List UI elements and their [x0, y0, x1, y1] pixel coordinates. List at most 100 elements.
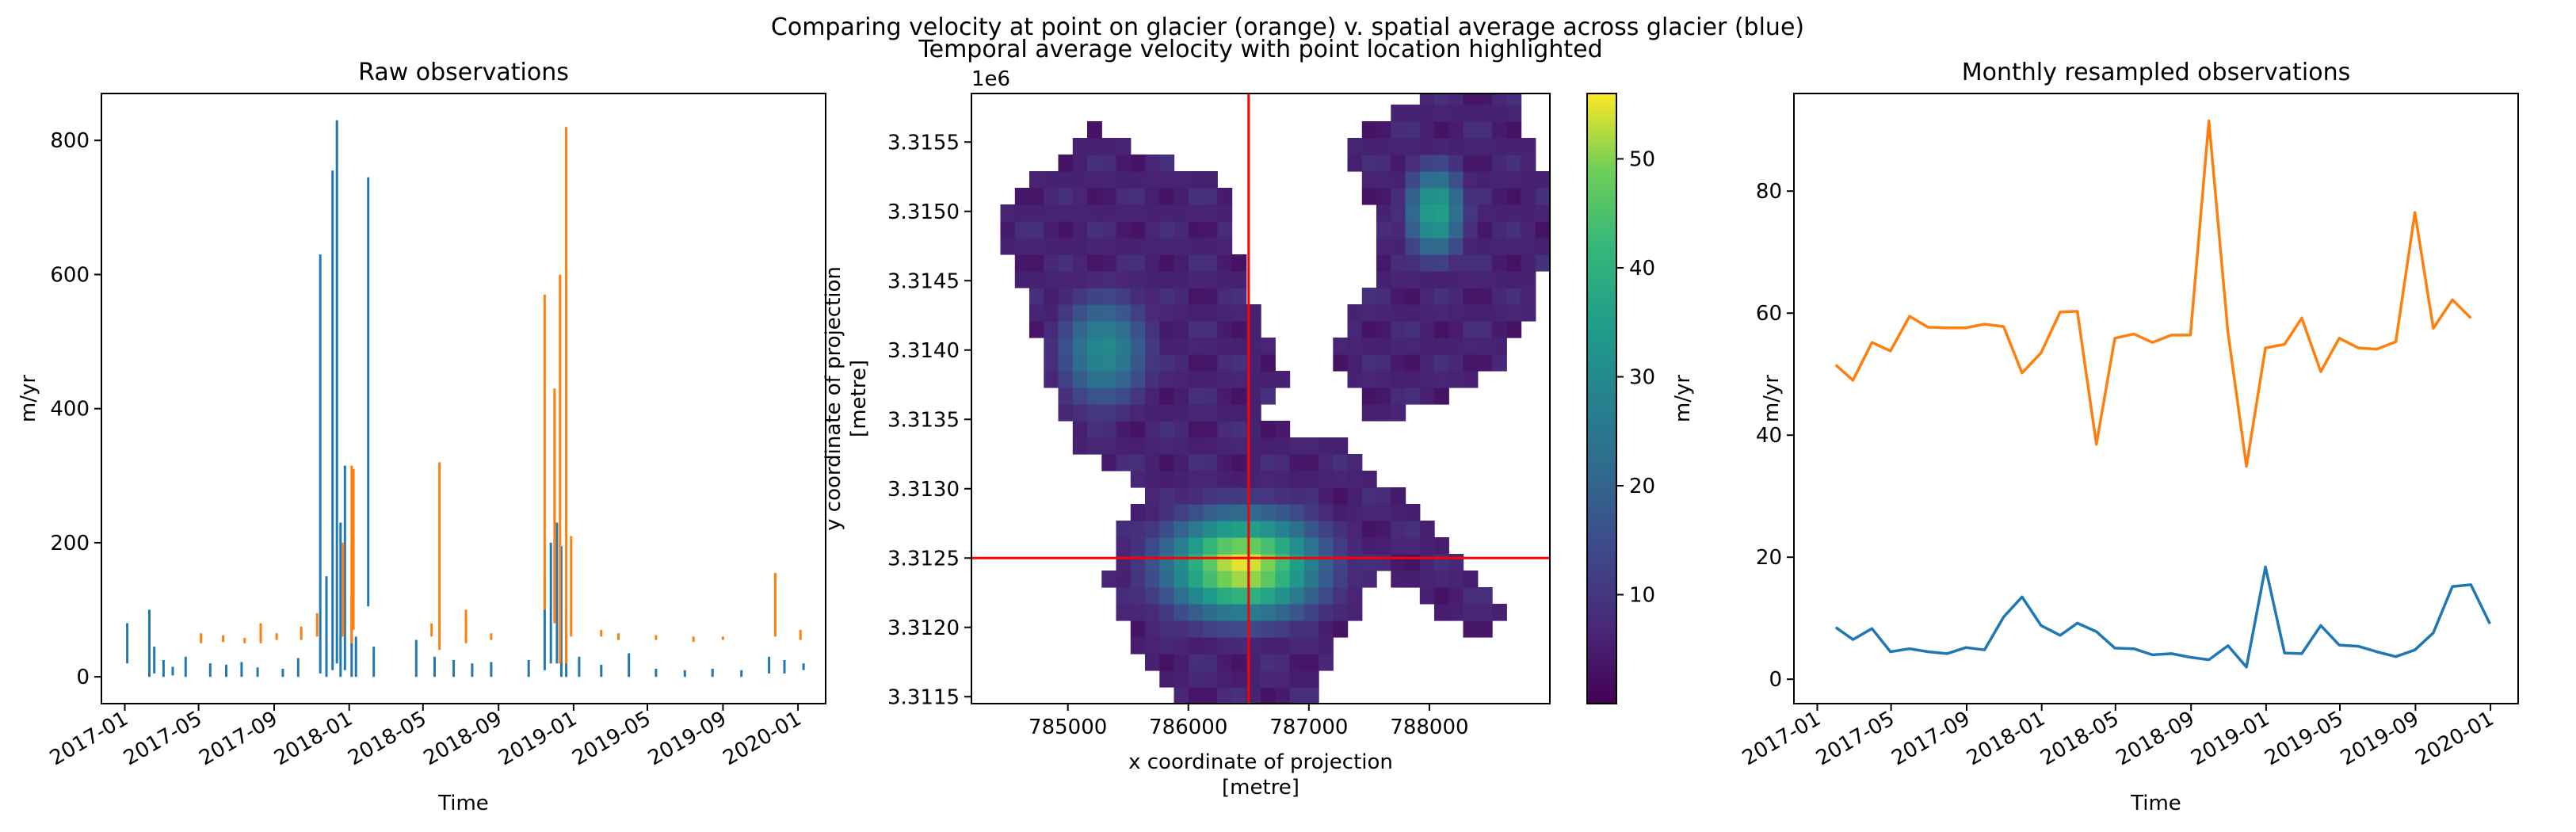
heatmap-cell [1203, 604, 1218, 621]
heatmap-cell [1391, 288, 1406, 305]
heatmap-cell [1130, 321, 1146, 338]
heatmap-cell [1174, 454, 1189, 471]
map-y-tick-label: 3.3120 [887, 616, 960, 640]
heatmap-cell [1448, 94, 1464, 105]
heatmap-cell [1087, 121, 1102, 139]
heatmap-cell [1246, 687, 1261, 704]
heatmap-cell [1261, 687, 1276, 704]
raw-x-tick-label: 2017-05 [120, 707, 206, 770]
heatmap-cell [1463, 304, 1479, 322]
heatmap-cell [1231, 471, 1247, 488]
heatmap-cell [1434, 338, 1449, 355]
heatmap-cell [1174, 204, 1189, 222]
heatmap-cell [1058, 221, 1074, 239]
heatmap-cell [1419, 188, 1435, 205]
heatmap-cell [1072, 288, 1088, 305]
raw-x-axis-ticks: 2017-012017-052017-092018-012018-052018-… [46, 704, 806, 770]
heatmap-cell [1333, 537, 1349, 555]
heatmap-cell [1145, 321, 1160, 338]
heatmap-cell [1174, 637, 1189, 655]
heatmap-cell [1217, 487, 1233, 505]
heatmap-cell [1261, 471, 1276, 488]
heatmap-cell [1463, 587, 1479, 605]
heatmap-cell [1376, 238, 1391, 255]
heatmap-cell [1448, 271, 1464, 288]
heatmap-cell [1044, 204, 1059, 222]
heatmap-cell [1405, 371, 1421, 388]
heatmap-cell [1159, 204, 1175, 222]
heatmap-cell [1275, 537, 1291, 555]
heatmap-cell [1203, 654, 1218, 671]
heatmap-cell [1391, 138, 1406, 155]
heatmap-cell [1261, 421, 1276, 438]
heatmap-cell [1231, 338, 1247, 355]
heatmap-cell [1261, 371, 1276, 388]
heatmap-cell [1072, 404, 1088, 422]
heatmap-cell [1246, 537, 1261, 555]
heatmap-cell [1448, 238, 1464, 255]
heatmap-cell [1087, 221, 1102, 239]
heatmap-cell [1231, 587, 1247, 605]
heatmap-cell [1477, 271, 1493, 288]
heatmap-cell [1347, 571, 1363, 588]
heatmap-cell [1231, 371, 1247, 388]
heatmap-cell [1361, 304, 1377, 322]
heatmap-cell [1116, 554, 1132, 571]
heatmap-cell [1463, 321, 1479, 338]
heatmap-cell [1145, 587, 1160, 605]
heatmap-cell [1188, 604, 1204, 621]
heatmap-cell [1391, 204, 1406, 222]
heatmap-cell [1347, 321, 1363, 338]
heatmap-cell [1188, 271, 1204, 288]
heatmap-cell [1072, 155, 1088, 172]
map-y-tick-label: 3.3125 [887, 547, 960, 571]
heatmap-cell [1448, 138, 1464, 155]
heatmap-cell [1145, 487, 1160, 505]
heatmap-cell [1521, 238, 1536, 255]
heatmap-cell [1188, 537, 1204, 555]
heatmap-cell [1376, 121, 1391, 139]
heatmap-cell [1203, 188, 1218, 205]
heatmap-cell [1463, 238, 1479, 255]
heatmap-cell [1506, 204, 1522, 222]
heatmap-cell [1376, 354, 1391, 372]
heatmap-cell [1058, 204, 1074, 222]
heatmap-cell [1275, 521, 1291, 538]
heatmap-cell [1159, 637, 1175, 655]
heatmap-cell [1044, 338, 1059, 355]
heatmap-cell [1319, 537, 1334, 555]
heatmap-cell [1188, 587, 1204, 605]
heatmap-cell [1448, 188, 1464, 205]
heatmap-cell [1333, 471, 1349, 488]
heatmap-cell [1275, 554, 1291, 571]
heatmap-cell [1347, 155, 1363, 172]
heatmap-cell [1376, 387, 1391, 405]
heatmap-cell [1188, 354, 1204, 372]
heatmap-cell [1275, 421, 1291, 438]
map-chart-title: Temporal average velocity with point loc… [918, 36, 1602, 63]
heatmap-cell [1246, 471, 1261, 488]
heatmap-cell [1333, 620, 1349, 638]
heatmap-cell [1130, 354, 1146, 372]
map-y-tick-label: 3.3155 [887, 131, 960, 155]
heatmap-cell [1174, 171, 1189, 189]
heatmap-cell [1116, 138, 1132, 155]
heatmap-cell [1087, 421, 1102, 438]
heatmap-cell [1376, 321, 1391, 338]
heatmap-cell [1391, 271, 1406, 288]
heatmap-cell [1261, 521, 1276, 538]
heatmap-cell [1347, 554, 1363, 571]
heatmap-cell [1333, 604, 1349, 621]
heatmap-cell [1261, 637, 1276, 655]
heatmap-cell [1029, 188, 1044, 205]
heatmap-cell [1072, 387, 1088, 405]
heatmap-cell [1217, 421, 1233, 438]
heatmap-cell [1217, 404, 1233, 422]
raw-y-tick-label: 800 [50, 129, 90, 153]
heatmap-cell [1203, 338, 1218, 355]
heatmap-cell [1376, 504, 1391, 521]
heatmap-cell [1116, 371, 1132, 388]
heatmap-cell [1130, 188, 1146, 205]
heatmap-cell [1014, 271, 1030, 288]
